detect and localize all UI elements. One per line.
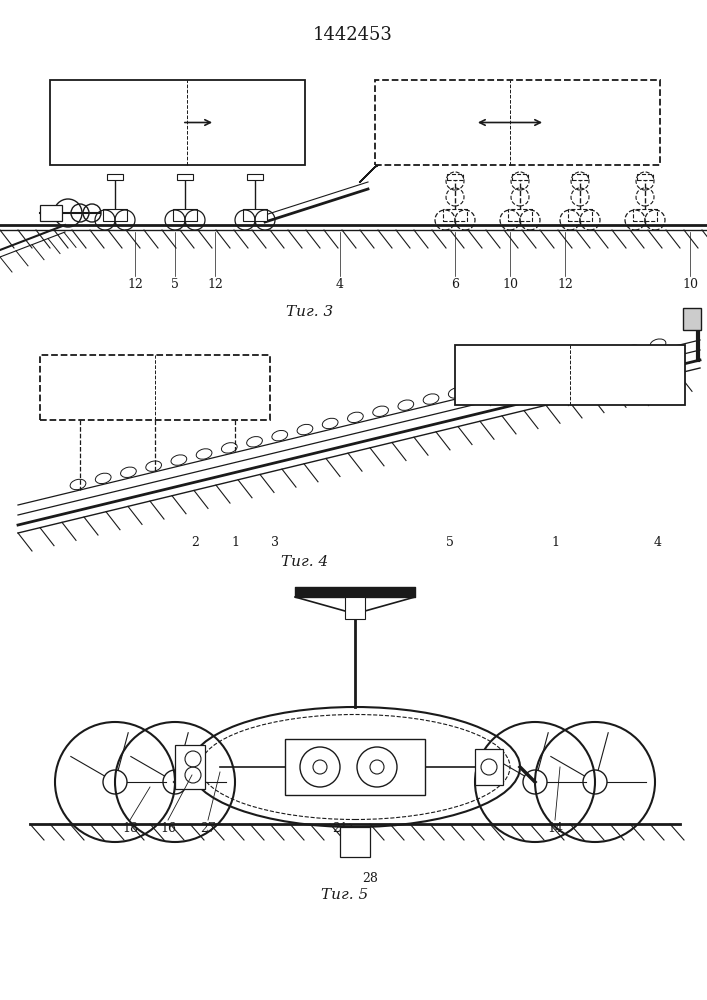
Text: 3: 3	[271, 536, 279, 549]
Bar	[107, 174, 123, 180]
Bar	[40, 205, 62, 221]
Bar	[40, 355, 270, 420]
Bar	[572, 174, 588, 180]
Text: 2: 2	[191, 536, 199, 549]
Bar	[512, 174, 528, 180]
Bar	[568, 209, 592, 221]
Text: 28: 28	[362, 872, 378, 885]
Bar	[633, 209, 657, 221]
Bar	[508, 209, 532, 221]
Text: Τиг. 4: Τиг. 4	[281, 555, 329, 569]
Bar	[175, 745, 205, 789]
Bar	[50, 80, 305, 165]
Bar	[375, 80, 660, 165]
Text: 12: 12	[557, 278, 573, 291]
Bar	[243, 209, 267, 221]
Text: 5: 5	[446, 536, 454, 549]
Text: 21: 21	[332, 822, 348, 835]
Bar	[345, 597, 365, 619]
Text: 1: 1	[551, 536, 559, 549]
Text: 1: 1	[231, 536, 239, 549]
Bar	[247, 174, 263, 180]
Text: Τиг. 3: Τиг. 3	[286, 305, 334, 319]
Bar	[340, 827, 370, 857]
Text: 10: 10	[502, 278, 518, 291]
Text: 4: 4	[654, 536, 662, 549]
Text: 27: 27	[200, 822, 216, 835]
Text: 12: 12	[207, 278, 223, 291]
Text: 14: 14	[547, 822, 563, 835]
Text: 18: 18	[122, 822, 138, 835]
Bar	[455, 345, 685, 405]
Bar	[173, 209, 197, 221]
Text: 16: 16	[160, 822, 176, 835]
Bar	[103, 209, 127, 221]
Text: 10: 10	[682, 278, 698, 291]
Text: 5: 5	[171, 278, 179, 291]
Text: 12: 12	[127, 278, 143, 291]
Bar	[475, 749, 503, 785]
Text: Τиг. 5: Τиг. 5	[322, 888, 368, 902]
Text: 4: 4	[336, 278, 344, 291]
Bar	[285, 739, 425, 795]
Bar	[637, 174, 653, 180]
Bar	[443, 209, 467, 221]
Bar	[177, 174, 193, 180]
Bar	[447, 174, 463, 180]
Bar	[683, 308, 701, 330]
Text: 6: 6	[451, 278, 459, 291]
Text: 1442453: 1442453	[313, 26, 393, 44]
